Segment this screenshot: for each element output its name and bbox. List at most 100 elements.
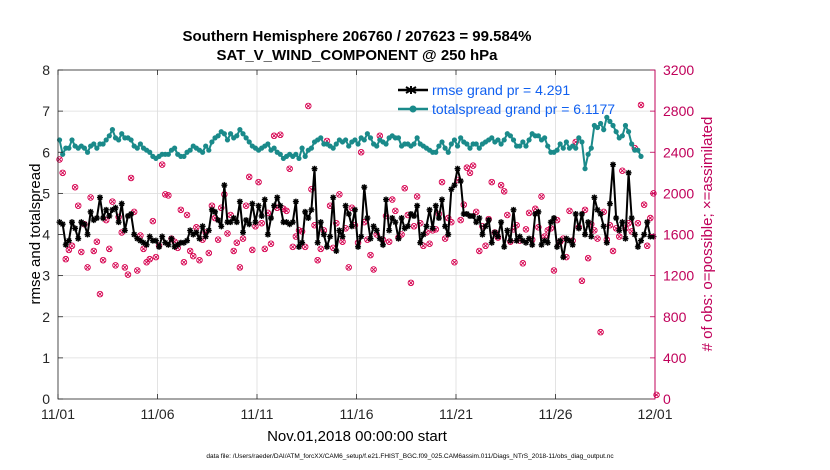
- obs-possible-marker: [566, 207, 573, 215]
- obs-possible-marker: [286, 165, 293, 172]
- y2-axis-ticks: 0 400 800 1200 1600 2000 2400 2800 3200: [650, 62, 694, 407]
- obs-possible-marker: [519, 260, 527, 267]
- rmse-point: [302, 208, 309, 215]
- obs-possible-marker: [643, 242, 651, 250]
- obs-possible-marker: [497, 181, 505, 189]
- obs-assimilated-marker: [638, 102, 644, 108]
- obs-assimilated-marker: [520, 260, 526, 266]
- rmse-point: [327, 233, 334, 240]
- obs-possible-marker: [270, 132, 278, 140]
- totalspread-point: [594, 124, 601, 131]
- rmse-point: [271, 202, 278, 209]
- obs-possible-marker: [472, 208, 480, 216]
- obs-assimilated-marker: [619, 168, 625, 174]
- obs-possible-marker: [466, 169, 474, 177]
- rmse-point: [603, 239, 610, 246]
- totalspread-point: [573, 145, 579, 151]
- totalspread-point: [414, 135, 420, 141]
- totalspread-point: [436, 143, 442, 149]
- obs-assimilated-marker: [598, 329, 604, 335]
- rmse-point: [417, 239, 424, 246]
- obs-possible-marker: [550, 267, 558, 274]
- obs-assimilated-marker: [473, 209, 479, 215]
- rmse-point: [159, 233, 166, 240]
- obs-possible-marker: [441, 235, 449, 242]
- rmse-point: [224, 219, 231, 226]
- obs-possible-marker: [500, 188, 508, 195]
- obs-possible-marker: [68, 242, 76, 250]
- obs-assimilated-marker: [290, 244, 296, 250]
- rmse-point: [364, 215, 371, 222]
- obs-assimilated-marker: [209, 203, 215, 209]
- obs-possible-marker: [482, 242, 489, 250]
- totalspread-point: [109, 127, 116, 133]
- totalspread-point: [495, 137, 501, 143]
- totalspread-point: [352, 137, 358, 143]
- rmse-point: [330, 194, 337, 201]
- obs-possible-marker: [457, 216, 464, 224]
- obs-assimilated-marker: [140, 246, 147, 252]
- rmse-point: [323, 243, 330, 250]
- rmse-point: [426, 206, 433, 213]
- obs-assimilated-marker: [85, 264, 91, 270]
- rmse-point: [535, 208, 542, 215]
- obs-assimilated-marker: [647, 215, 653, 221]
- obs-assimilated-marker: [392, 208, 398, 214]
- rmse-point: [218, 223, 225, 230]
- obs-possible-marker: [214, 236, 222, 243]
- rmse-point: [208, 206, 215, 213]
- obs-assimilated-marker: [109, 199, 115, 205]
- rmse-point: [146, 233, 153, 240]
- rmse-point: [134, 235, 141, 242]
- obs-assimilated-marker: [585, 255, 591, 261]
- rmse-point: [56, 219, 63, 226]
- obs-possible-marker: [245, 173, 253, 181]
- rmse-point: [519, 237, 526, 244]
- totalspread-point: [610, 122, 616, 129]
- obs-assimilated-marker: [538, 193, 545, 199]
- obs-possible-marker: [140, 245, 147, 253]
- rmse-point: [591, 194, 598, 201]
- totalspread-point: [234, 133, 240, 139]
- rmse-point: [560, 254, 567, 261]
- y-tick-label: 3: [42, 268, 50, 284]
- rmse-point: [227, 219, 234, 226]
- rmse-point: [93, 215, 100, 222]
- totalspread-point: [464, 141, 470, 147]
- totalspread-point: [318, 135, 324, 141]
- totalspread-point: [224, 137, 231, 143]
- totalspread-point: [343, 137, 349, 143]
- obs-possible-marker: [392, 207, 399, 215]
- rmse-point: [625, 169, 632, 176]
- rmse-point: [466, 212, 473, 219]
- y2-tick-label: 800: [663, 309, 687, 325]
- obs-possible-marker: [65, 246, 73, 254]
- totalspread-point: [622, 122, 629, 129]
- obs-possible-marker: [71, 183, 79, 191]
- y2-tick-label: 2000: [663, 185, 694, 201]
- obs-assimilated-marker: [100, 257, 106, 263]
- rmse-point: [168, 235, 175, 242]
- totalspread-point: [302, 153, 308, 159]
- obs-assimilated-marker: [458, 217, 464, 223]
- rmse-point: [255, 202, 262, 209]
- chart-title: Southern Hemisphere 206760 / 207623 = 99…: [183, 28, 532, 45]
- obs-possible-marker: [267, 240, 275, 248]
- totalspread-point: [240, 131, 246, 137]
- rmse-point: [351, 206, 358, 213]
- obs-possible-marker: [513, 221, 520, 229]
- rmse-point: [414, 202, 421, 209]
- rmse-point: [541, 237, 548, 244]
- obs-assimilated-marker: [641, 202, 647, 208]
- totalspread-point: [542, 135, 548, 141]
- y2-tick-label: 2800: [663, 103, 694, 119]
- totalspread-point: [613, 129, 619, 135]
- obs-assimilated-marker: [402, 185, 408, 191]
- obs-possible-marker: [224, 230, 231, 237]
- rmse-point: [501, 243, 508, 250]
- rmse-point: [386, 227, 393, 234]
- totalspread-point: [476, 145, 482, 151]
- y2-tick-label: 0: [663, 391, 671, 407]
- rmse-point: [398, 215, 405, 222]
- totalspread-point: [227, 131, 234, 137]
